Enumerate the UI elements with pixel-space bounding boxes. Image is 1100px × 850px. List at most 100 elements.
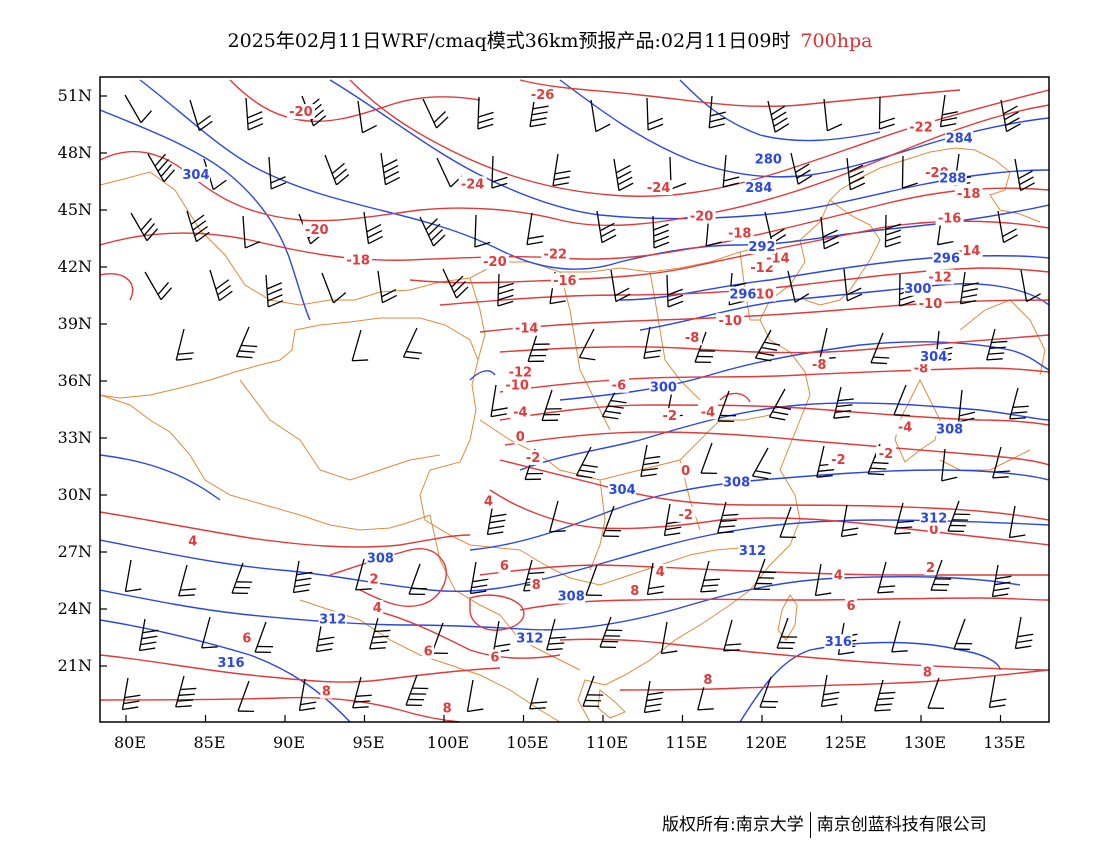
temperature-label: -2	[526, 451, 540, 466]
temperature-label: 0	[929, 523, 938, 538]
wind-barb	[352, 676, 372, 709]
wind-barb	[596, 210, 617, 244]
wind-barb	[959, 271, 979, 305]
title-main: 2025年02月11日WRF/cmaq模式36km预报产品:02月11日09时	[227, 30, 791, 52]
wind-barb	[380, 152, 401, 186]
height-label-bg	[824, 634, 853, 650]
temperature-label: -20	[289, 105, 313, 120]
temperature-label-bg	[845, 598, 858, 614]
temperature-label: -8	[685, 331, 699, 346]
height-label-bg	[608, 482, 637, 498]
wind-barb	[779, 506, 797, 539]
temperature-label-bg	[924, 560, 937, 576]
lon-tick-label: 100E	[427, 733, 469, 752]
latitude-axis: 51N 48N 45N 42N 39N 36N 33N 30N 27N 24N 21N	[58, 86, 107, 675]
height-label: 284	[745, 181, 772, 196]
height-label: 280	[755, 153, 782, 168]
temperature-label: 2	[370, 573, 379, 588]
wind-barb	[178, 564, 197, 597]
lon-tick-label: 80E	[114, 733, 146, 752]
temperature-label: -20	[305, 223, 329, 238]
wind-barb	[767, 100, 790, 133]
height-label: 300	[904, 282, 931, 297]
wind-barb	[474, 214, 491, 248]
lat-tick-label: 51N	[58, 86, 92, 105]
height-label: 300	[650, 381, 677, 396]
height-label-bg	[216, 655, 245, 671]
map-title: 2025年02月11日WRF/cmaq模式36km预报产品:02月11日09时 7…	[0, 26, 1100, 53]
wind-barb	[652, 215, 670, 249]
temperature-label-bg	[608, 377, 629, 393]
copyright-owner: 版权所有:南京大学	[662, 815, 804, 835]
lat-tick-label: 39N	[58, 314, 92, 333]
wind-barb	[640, 444, 661, 478]
temperature-label-bg	[895, 419, 916, 435]
wind-barb	[477, 96, 494, 130]
temperature-label-bg	[954, 185, 983, 201]
temperature-label-bg	[679, 463, 692, 479]
wind-barb	[585, 564, 603, 597]
height-label: 308	[558, 590, 585, 605]
temperature-label: -4	[701, 405, 715, 420]
temperature-label-bg	[876, 446, 897, 462]
wind-barb	[466, 679, 484, 713]
height-label-bg	[919, 510, 948, 526]
wind-barb	[893, 384, 911, 417]
wind-barb	[988, 675, 1007, 709]
height-label: 308	[936, 422, 963, 437]
temperature-label: -24	[647, 181, 671, 196]
temperature-label: 8	[443, 702, 452, 717]
wind-barb	[754, 329, 781, 362]
wind-barb	[541, 389, 562, 422]
temperature-label-bg	[954, 242, 983, 258]
wind-barb	[643, 326, 661, 360]
height-label: 312	[516, 631, 543, 646]
wind-barb	[526, 212, 544, 246]
wind-barb	[646, 562, 665, 596]
temperature-label-bg	[528, 87, 557, 102]
temperature-label: 6	[242, 631, 251, 646]
temperature-label-bg	[498, 558, 511, 574]
temperature-label-bg	[186, 533, 199, 549]
wind-barb	[490, 384, 508, 418]
height-label: 316	[217, 656, 244, 671]
wind-barb	[237, 680, 255, 713]
copyright-footer: 版权所有:南京大学 南京创蓝科技有限公司	[662, 810, 987, 838]
temperature-label-bg	[675, 506, 696, 522]
temperature-label-bg	[725, 225, 754, 241]
wind-barb	[833, 386, 854, 419]
height-contours	[100, 79, 1049, 722]
height-label: 312	[319, 612, 346, 627]
wind-barb	[265, 274, 284, 308]
height-label: 304	[920, 350, 947, 365]
wind-barb	[321, 272, 347, 304]
temperature-contours	[100, 79, 1049, 722]
wind-barb	[717, 501, 739, 534]
wind-barb	[527, 330, 550, 363]
temperature-label-bg	[832, 567, 845, 583]
temperature-label: -18	[728, 227, 752, 242]
temperature-label: -14	[957, 244, 981, 259]
temperature-label: -16	[553, 274, 577, 289]
temperature-label-bg	[654, 563, 667, 579]
height-label-bg	[903, 280, 932, 296]
wind-barb	[601, 387, 627, 420]
temperature-label: -2	[678, 508, 692, 523]
wind-barb	[419, 216, 446, 247]
temperature-label: -24	[461, 177, 485, 192]
wind-barb	[941, 448, 958, 482]
lon-tick-label: 110E	[586, 733, 628, 752]
lon-tick-label: 130E	[904, 733, 946, 752]
temperature-label: 8	[923, 666, 932, 681]
height-label: 312	[920, 512, 947, 527]
wind-barb	[1020, 269, 1041, 303]
wind-barb	[147, 153, 176, 183]
lat-tick-label: 33N	[58, 428, 92, 447]
wind-barb	[790, 152, 813, 185]
temperature-label: 4	[834, 569, 843, 584]
wind-barb	[700, 560, 720, 593]
temperature-label: -10	[505, 379, 529, 394]
wind-barb	[369, 617, 391, 650]
lat-tick-label: 30N	[58, 485, 92, 504]
